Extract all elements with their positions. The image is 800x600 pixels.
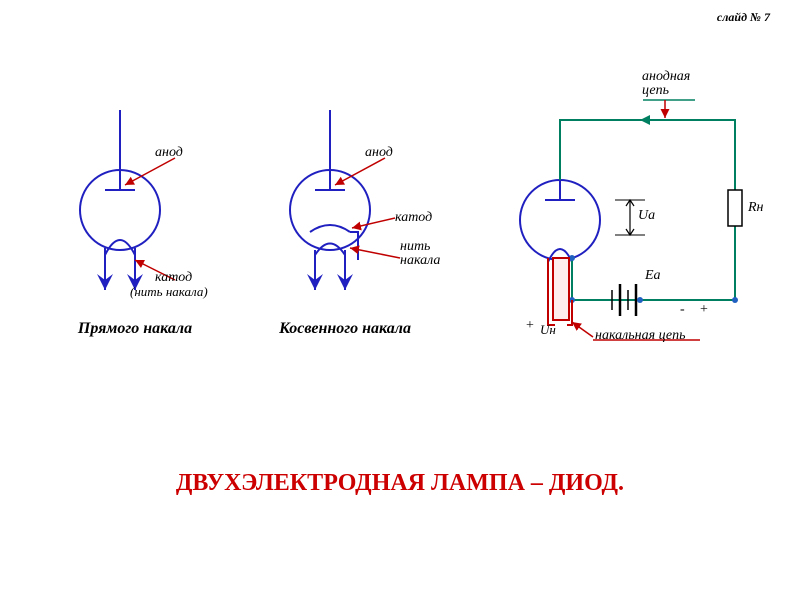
d2-cathode-label: катод — [395, 210, 432, 226]
d2-anode-label: анод — [365, 145, 393, 161]
d3-Ea-plus: + — [700, 302, 708, 318]
d3-Un-plus: + — [526, 318, 534, 334]
d3-filament-circuit-label: накальная цепь — [595, 328, 686, 344]
d2-caption: Косвенного накала — [255, 320, 435, 338]
d3-Ea-minus: - — [680, 302, 685, 318]
d3-Ua-label: Uа — [638, 208, 655, 224]
diagram-direct-heated — [80, 110, 175, 290]
d1-anode-label: анод — [155, 145, 183, 161]
d1-filament-note: (нить накала) — [130, 284, 208, 300]
d2-filament-label: нить накала — [400, 240, 440, 268]
diagram-indirect-heated — [290, 110, 400, 290]
slide-root: слайд № 7 ДВУХЭЛЕКТРОДНАЯ ЛАМПА – ДИОД. — [0, 0, 800, 600]
d3-Un-label: Uн — [540, 322, 556, 338]
d3-Rn-label: Rн — [748, 200, 764, 216]
d3-Ea-label: Eа — [645, 268, 661, 284]
d3-anode-circuit-label: анодная цепь — [642, 70, 690, 98]
d1-caption: Прямого накала — [55, 320, 215, 338]
diagram-circuit — [520, 100, 742, 340]
